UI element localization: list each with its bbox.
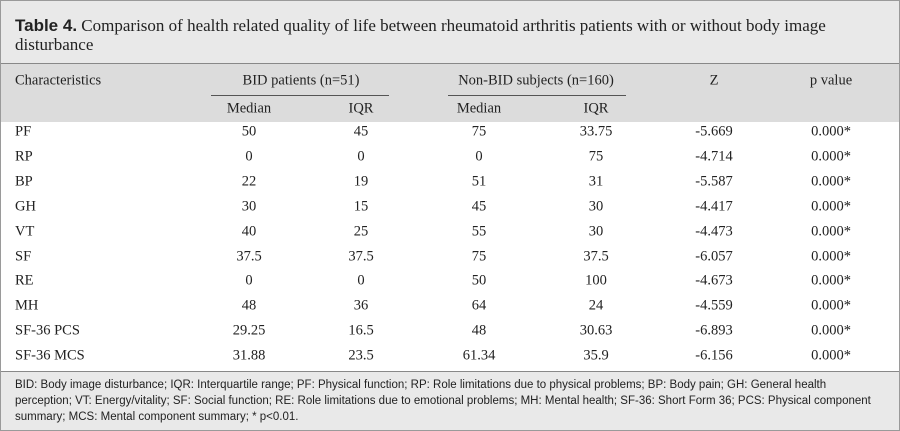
row-label: RE [15,272,34,289]
subcolumn-header: IQR [348,100,374,117]
cell: -4.473 [695,223,733,240]
cell: -5.669 [695,123,733,140]
cell: 31.88 [232,347,266,364]
cell: 0.000* [811,173,851,190]
cell: 29.25 [232,322,266,339]
cell: -6.893 [695,322,733,339]
cell: 0 [357,148,365,165]
row-label: MH [15,297,39,314]
cell: -4.673 [695,272,733,289]
cell: -6.057 [695,248,733,264]
cell: 0.000* [811,123,851,140]
caption: Table 4. Comparison of health related qu… [1,1,899,63]
cell: 33.75 [579,123,613,140]
cell: 25 [353,223,369,240]
cell: 0 [245,272,253,289]
cell: 50 [241,123,257,140]
cell: 75 [471,123,487,140]
cell: 55 [471,223,487,240]
cell: 24 [588,297,604,314]
cell: 0 [475,148,483,165]
subcolumn-header: IQR [583,100,609,117]
subcolumn-header: Median [226,100,272,117]
cell: 15 [353,198,369,215]
row-label: RP [15,148,33,165]
footnote: BID: Body image disturbance; IQR: Interq… [1,371,899,430]
cell: 45 [471,198,487,215]
rule [211,95,389,96]
cell: 0.000* [811,297,851,314]
cell: 36 [353,297,369,314]
cell: 0.000* [811,248,851,264]
rule [448,95,626,96]
cell: 0 [357,272,365,289]
row-label: VT [15,223,35,240]
row-label: SF-36 MCS [15,347,85,364]
cell: 16.5 [348,322,374,339]
group-header: Non-BID subjects (n=160) [458,72,614,89]
column-header: p value [809,72,853,89]
cell: -5.587 [695,173,733,190]
cell: -4.559 [695,297,733,314]
header-band [1,63,899,122]
cell: 51 [471,173,487,190]
cell: 37.5 [348,248,374,264]
cell: -4.417 [695,198,733,215]
cell: 22 [241,173,257,190]
caption-text: Comparison of health related quality of … [15,16,826,54]
cell: 40 [241,223,257,240]
row-label: GH [15,198,36,215]
cell: 48 [241,297,257,314]
cell: 61.34 [462,347,496,364]
row-label: SF [15,248,32,264]
row-label: BP [15,173,33,190]
cell: 100 [585,272,607,289]
cell: 19 [353,173,369,190]
subcolumn-header: Median [456,100,502,117]
cell: 0 [245,148,253,165]
row-label: SF-36 PCS [15,322,80,339]
cell: 30 [588,198,604,215]
cell: 0.000* [811,223,851,240]
cell: 75 [471,248,487,264]
cell: 0.000* [811,148,851,165]
column-header: Z [709,72,719,89]
cell: 45 [353,123,369,140]
cell: 23.5 [348,347,374,364]
cell: 30 [241,198,257,215]
cell: -4.714 [695,148,733,165]
cell: 30 [588,223,604,240]
column-header: Characteristics [15,72,102,89]
cell: 0.000* [811,322,851,339]
cell: 0.000* [811,272,851,289]
group-header: BID patients (n=51) [242,72,360,89]
cell: 37.5 [236,248,262,264]
row-label: PF [15,123,32,140]
caption-label: Table 4. [15,16,78,35]
cell: 31 [588,173,604,190]
cell: 30.63 [579,322,613,339]
cell: 50 [471,272,487,289]
cell: 0.000* [811,198,851,215]
cell: 37.5 [583,248,609,264]
cell: -6.156 [695,347,733,364]
cell: 64 [471,297,487,314]
cell: 48 [471,322,487,339]
cell: 0.000* [811,347,851,364]
cell: 35.9 [583,347,609,364]
cell: 75 [588,148,604,165]
